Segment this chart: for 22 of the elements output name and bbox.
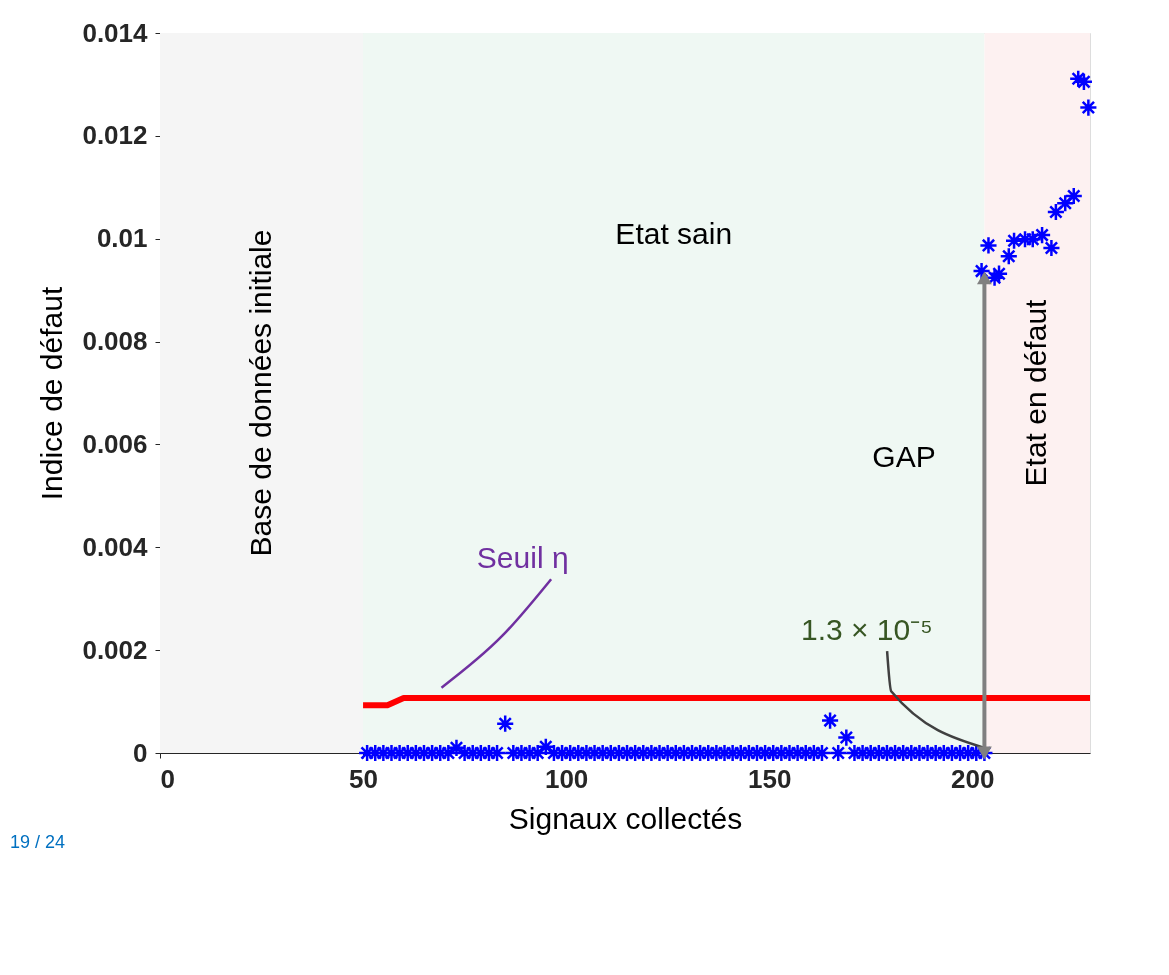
x-tick-label: 200 — [951, 763, 995, 794]
x-tick-label: 150 — [747, 763, 792, 794]
annotation: 1.3 × 10⁻⁵ — [800, 612, 933, 646]
y-tick-label: 0.01 — [96, 223, 148, 254]
y-tick-label: 0.002 — [82, 634, 148, 665]
band-label: Etat sain — [615, 216, 733, 250]
x-tick-label: 0 — [160, 763, 175, 794]
annotation: Seuil η — [476, 540, 569, 574]
band-label: Etat en défaut — [1019, 298, 1053, 487]
x-tick-label: 50 — [349, 763, 379, 794]
text: 19 / 24 — [10, 832, 66, 852]
annotation: GAP — [872, 439, 936, 473]
x-tick-label: 100 — [544, 763, 589, 794]
y-tick-label: 0.008 — [82, 326, 148, 357]
y-tick-label: 0 — [133, 737, 148, 768]
y-axis-title: Indice de défaut — [35, 286, 69, 501]
band-label: Base de données initiale — [243, 229, 277, 557]
y-tick-label: 0.014 — [82, 17, 149, 48]
y-tick-label: 0.004 — [82, 531, 149, 562]
x-axis-title: Signaux collectés — [508, 801, 743, 835]
y-tick-label: 0.012 — [82, 120, 148, 151]
y-tick-label: 0.006 — [82, 428, 148, 459]
